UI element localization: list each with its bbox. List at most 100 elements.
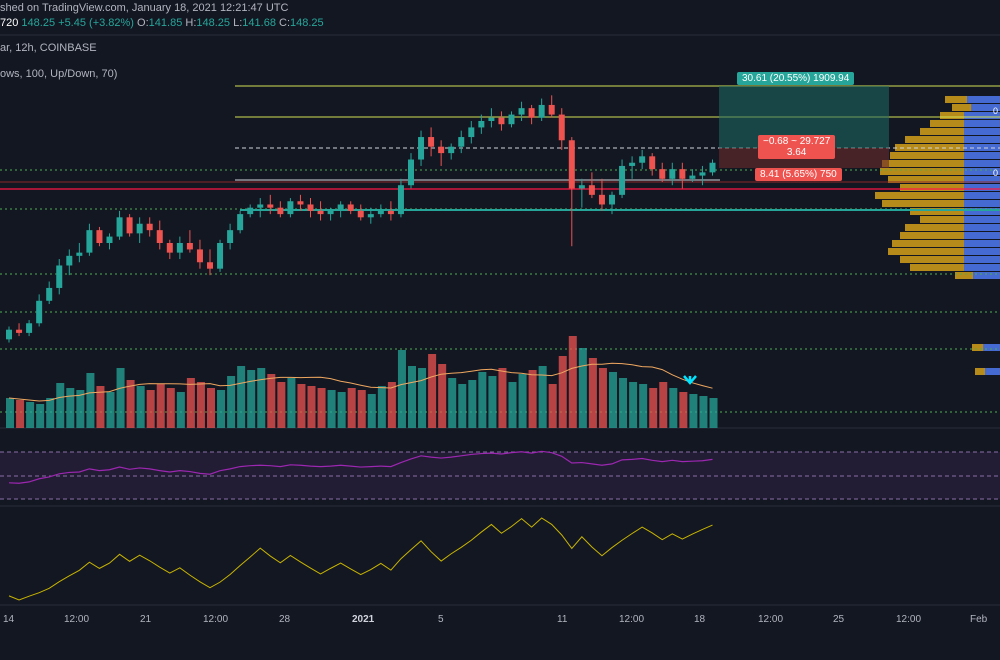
target-label: 30.61 (20.55%) 1909.94 [737, 72, 855, 85]
candle-body [438, 146, 445, 154]
horizontal-levels [0, 85, 1000, 413]
symbol-info: ar, 12h, COINBASE [0, 42, 97, 54]
candle-body [669, 169, 676, 179]
candle-body [277, 207, 284, 215]
last-price: 148.25 [21, 17, 56, 29]
candle-body [36, 300, 43, 324]
candle-body [659, 169, 666, 179]
profile-bar [875, 192, 1000, 199]
profile-bar [910, 264, 1000, 271]
candle-body [397, 185, 404, 215]
candle-body [16, 329, 23, 333]
candle-body [528, 108, 535, 118]
volume-bar [558, 356, 567, 428]
open-value: 141.85 [148, 17, 183, 29]
candle-body [629, 162, 636, 166]
volume-bar [438, 364, 447, 428]
volume-bar [186, 378, 195, 428]
volume-bar [287, 378, 296, 428]
x-tick-label: 28 [279, 614, 291, 625]
stop-text: 8.41 (5.65%) 750 [760, 169, 837, 180]
volume-bar [357, 390, 366, 428]
candle-body [327, 210, 334, 215]
candle-body [689, 175, 696, 179]
candle-body [26, 323, 33, 333]
candle-body [287, 201, 294, 215]
profile-bar [900, 184, 1000, 191]
volume-bar [709, 398, 718, 428]
candle-body [166, 243, 173, 253]
candle-body [347, 204, 354, 211]
volume-bar [679, 392, 688, 428]
volume-bar [588, 358, 597, 428]
x-tick-label: 12:00 [619, 614, 645, 625]
candle-body [609, 194, 615, 205]
profile-bar-blue [964, 200, 1000, 207]
candle-body [538, 104, 545, 118]
candle-body [578, 185, 585, 189]
ohlc-header: 720 148.25 +5.45 (+3.82%) O:141.85 H:148… [0, 17, 324, 29]
candle-body [508, 114, 515, 125]
candle-body [136, 223, 143, 234]
candle-body [558, 114, 565, 141]
volume-bar [408, 366, 416, 428]
candle-body [588, 185, 595, 195]
volume-bar [56, 383, 65, 428]
candle-body [257, 204, 264, 208]
candle-body [176, 243, 183, 253]
candle-body [317, 210, 324, 215]
candle-body [518, 108, 525, 115]
volume-bar [669, 388, 678, 428]
profile-bar-blue [964, 256, 1000, 263]
volume-bar [458, 384, 467, 428]
volume-bar [26, 402, 35, 428]
profile-bar-blue [964, 176, 1000, 183]
profile-bar [900, 256, 1000, 263]
edge-label-1: 0 [993, 106, 999, 116]
volume-bar [207, 388, 215, 428]
obv-line [8, 517, 713, 601]
candle-body [307, 204, 314, 211]
candle-body [357, 210, 364, 218]
high-value: 148.25 [196, 17, 231, 29]
volume-ma-line [8, 362, 713, 402]
volume-bar [16, 400, 25, 428]
candle-body [619, 165, 626, 195]
candle-body [598, 194, 605, 205]
profile-bar-blue [964, 152, 1000, 159]
rsi-line [8, 450, 713, 484]
volume-bar [347, 388, 356, 428]
x-tick-label: 12:00 [896, 614, 922, 625]
indicator-legend[interactable]: ows, 100, Up/Down, 70) [0, 68, 117, 80]
volume-bar [36, 404, 45, 428]
profile-bar-blue [967, 96, 1000, 103]
change-value: +5.45 (+3.82%) [58, 17, 134, 29]
candle-body [488, 117, 495, 121]
candle-body [478, 121, 485, 128]
open-label: O: [137, 17, 149, 29]
profile-bar-blue [973, 272, 1000, 279]
volume-bar [629, 382, 638, 428]
candle-body [76, 252, 83, 256]
volume-bar [66, 388, 75, 428]
volume-bar [297, 384, 306, 428]
x-tick-label: 2021 [352, 614, 375, 625]
x-tick-label: 14 [3, 614, 15, 625]
volume-bar [498, 368, 507, 428]
volume-bar [609, 372, 617, 428]
entry-text-2: 3.64 [786, 147, 807, 158]
profile-bar-blue [964, 248, 1000, 255]
profile-bar-blue [964, 168, 1000, 175]
volume-bar [196, 382, 205, 428]
candle-body [207, 262, 213, 269]
entry-text-1: −0.68 ~ 29.727 [763, 136, 831, 147]
candle-body [448, 146, 455, 154]
candle-body [679, 169, 686, 179]
x-tick-label: 12:00 [758, 614, 784, 625]
candle-body [548, 104, 555, 115]
volume-bar [699, 396, 708, 428]
profile-bar-blue [964, 216, 1000, 223]
candle-body [66, 255, 73, 266]
profile-bar-blue [964, 128, 1000, 135]
